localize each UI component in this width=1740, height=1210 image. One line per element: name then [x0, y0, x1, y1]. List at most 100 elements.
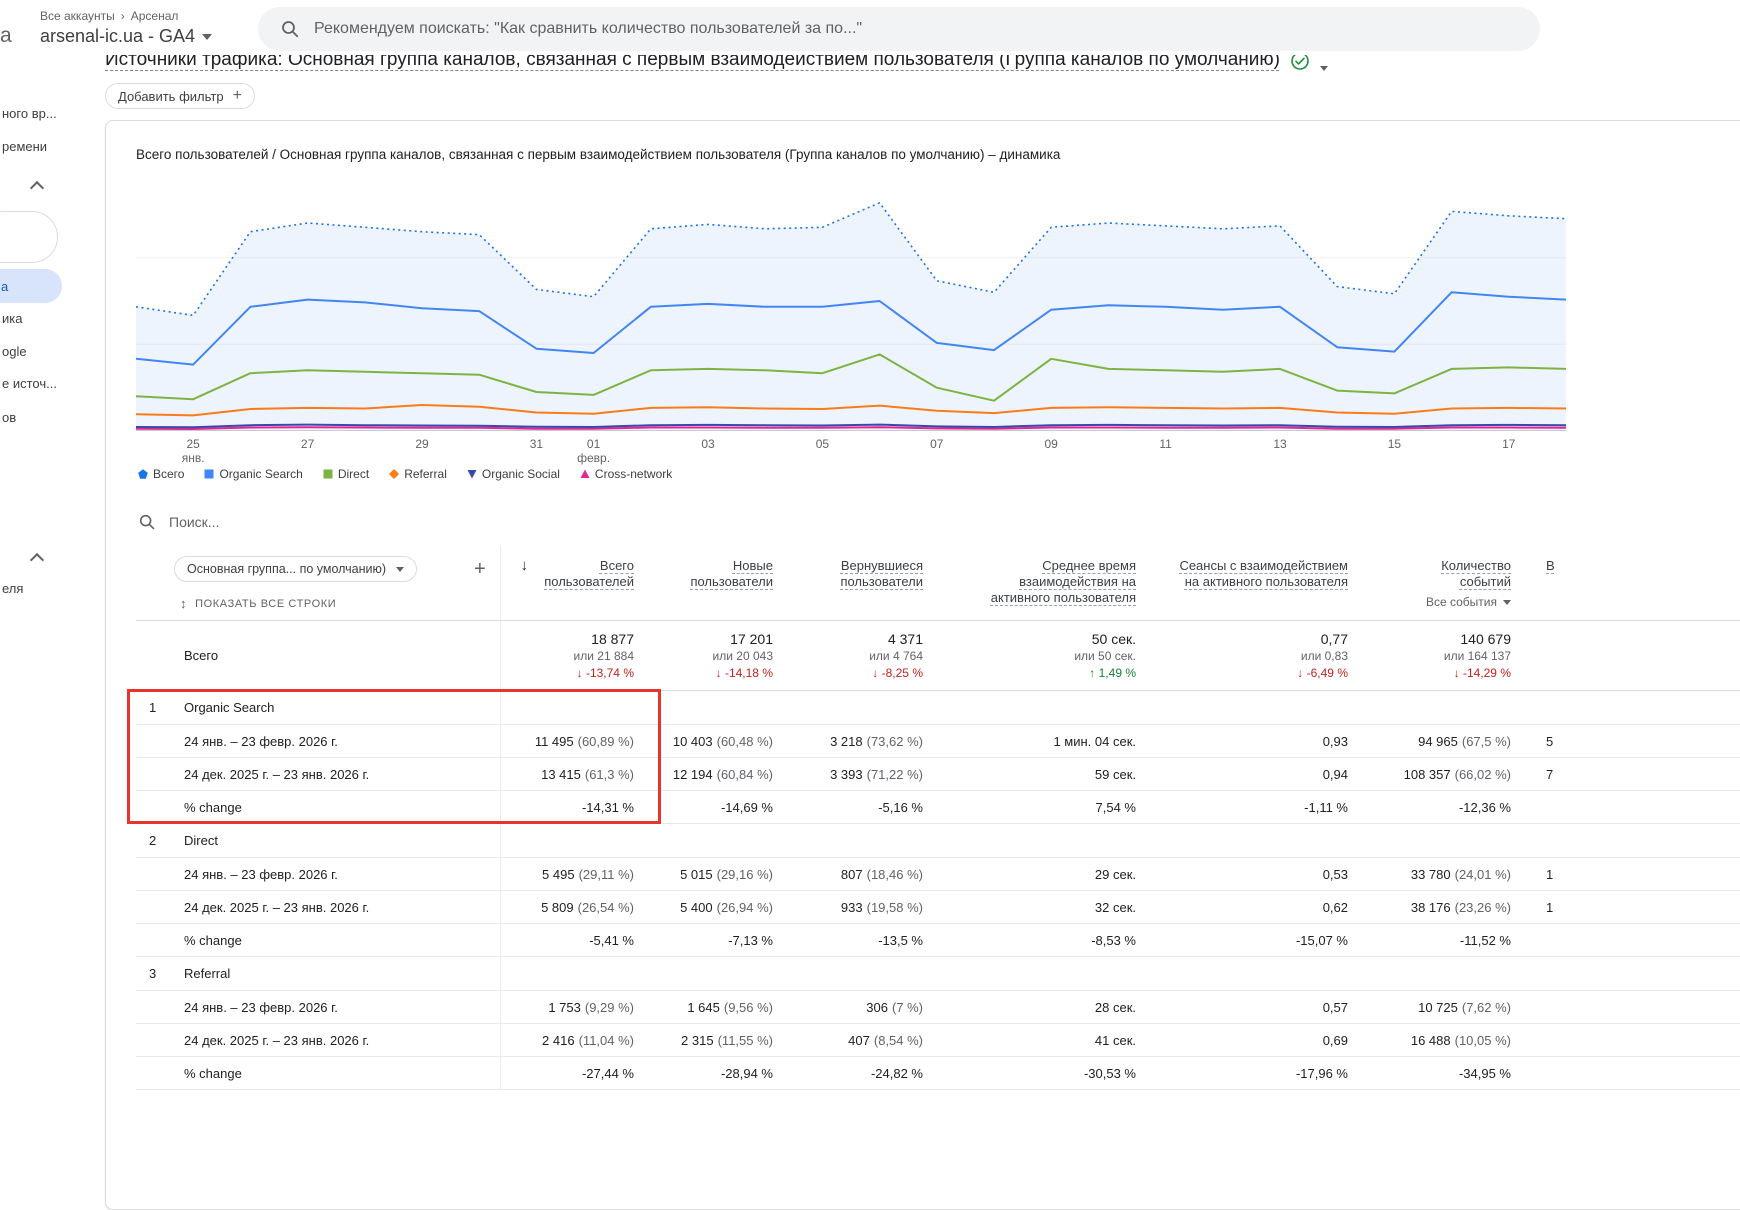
table-row-date-range[interactable]: 24 янв. – 23 февр. 2026 г. 1 753 (9,29 %) 1… [136, 991, 1740, 1024]
table-row-date-range[interactable]: 24 дек. 2025 г. – 23 янв. 2026 г. 5 809 (2… [136, 891, 1740, 924]
add-filter-label: Добавить фильтр [118, 88, 224, 104]
metric-cell: 1 мин. 04 сек. [1053, 733, 1136, 749]
chevron-up-icon[interactable] [29, 180, 45, 196]
breadcrumb-account[interactable]: Арсенал [130, 9, 179, 23]
metric-cell: 1 645 (9,56 %) [687, 999, 773, 1015]
chart-plot-area [136, 201, 1566, 431]
legend-item[interactable]: Organic Search [204, 467, 303, 481]
sidebar-item-fragment[interactable]: ика [2, 311, 23, 326]
legend-item[interactable]: Direct [323, 467, 369, 481]
totals-alt-value: или 21 884 [573, 649, 634, 663]
empty-cell [634, 824, 773, 857]
totals-cell: 50 сек. или 50 сек. ↑ 1,49 % [923, 621, 1136, 690]
metric-cell: -24,82 % [870, 1065, 923, 1081]
column-header-3[interactable]: Новые пользователи [634, 546, 773, 620]
totals-change: ↓ -14,18 % [715, 666, 773, 680]
table-row-percent-change[interactable]: % change -14,31 % -14,69 % -5,16 % 7,54 % -1,… [136, 791, 1740, 824]
x-axis-tick: 17 [1502, 437, 1516, 451]
sidebar-item-fragment[interactable]: е источ... [2, 376, 57, 391]
table-search-input[interactable]: Поиск... [138, 513, 219, 531]
show-all-rows-button[interactable]: ↕ ПОКАЗАТЬ ВСЕ СТРОКИ [180, 596, 500, 611]
metric-cell: 0,93 [1322, 733, 1348, 749]
metric-cell-cut [1511, 1024, 1740, 1056]
empty-cell [1348, 824, 1511, 857]
add-dimension-button[interactable]: + [474, 558, 486, 580]
chevron-down-icon[interactable] [1319, 66, 1328, 71]
global-search-placeholder: Рекомендуем поискать: "Как сравнить коли… [314, 20, 863, 37]
chevron-up-icon[interactable] [29, 552, 45, 568]
metric-cell: 3 218 (73,62 %) [830, 733, 923, 749]
row-label: % change [184, 1065, 242, 1081]
table-row-channel-group[interactable]: 2 Direct [136, 824, 1740, 858]
metric-cell: 2 416 (11,04 %) [542, 1032, 634, 1048]
table-row-date-range[interactable]: 24 дек. 2025 г. – 23 янв. 2026 г. 13 415(… [136, 758, 1740, 791]
column-header-7[interactable]: Количество событий Все события [1348, 546, 1511, 620]
breadcrumb-all-accounts[interactable]: Все аккаунты [40, 9, 115, 23]
plus-icon: + [232, 87, 242, 104]
table-row-channel-group[interactable]: 1 Organic Search [136, 691, 1740, 725]
add-filter-button[interactable]: Добавить фильтр + [105, 83, 255, 109]
table-row-percent-change[interactable]: % change -27,44 % -28,94 % -24,82 % -30,53 %… [136, 1057, 1740, 1090]
legend-item[interactable]: Organic Social [467, 467, 560, 481]
global-search-input[interactable]: Рекомендуем поискать: "Как сравнить коли… [258, 7, 1540, 51]
row-number: 3 [149, 966, 157, 981]
table-row-channel-group[interactable]: 3 Referral [136, 957, 1740, 991]
legend-label: Direct [337, 467, 370, 481]
row-label: % change [184, 932, 242, 948]
expand-rows-icon: ↕ [180, 596, 188, 611]
x-axis-tick: 31 [529, 437, 544, 451]
legend-marker-icon [323, 469, 333, 479]
metric-cell: 38 176 (23,26 %) [1410, 899, 1511, 915]
events-filter-dropdown[interactable]: Все события [1426, 595, 1511, 609]
legend-marker-icon [389, 469, 400, 479]
chevron-down-icon [396, 566, 405, 572]
legend-item[interactable]: Всего [138, 467, 184, 481]
metric-cell: -13,5 % [878, 932, 923, 948]
table-body: 1 Organic Search 24 янв. – 23 февр. 2026 г… [136, 691, 1740, 1090]
sidebar-item-fragment[interactable]: ов [2, 410, 17, 425]
comparison-table: Основная группа... по умолчанию) ↕ ПОКАЗ… [136, 546, 1740, 1090]
metric-cell: 0,57 [1322, 999, 1348, 1015]
column-header-4[interactable]: Вернувшиеся пользователи [773, 546, 923, 620]
row-label-cell: 24 дек. 2025 г. – 23 янв. 2026 г. [136, 891, 501, 923]
row-label: 24 дек. 2025 г. – 23 янв. 2026 г. [184, 766, 370, 782]
sidebar-item-fragment[interactable]: ного вр... [2, 106, 57, 121]
table-row-percent-change[interactable]: % change -5,41 % -7,13 % -13,5 % -8,53 % -15,… [136, 924, 1740, 957]
metric-cell: -14,31 % [581, 799, 634, 815]
property-selector[interactable]: arsenal-ic.ua - GA4 [40, 26, 213, 47]
row-label: 24 янв. – 23 февр. 2026 г. [184, 733, 338, 749]
totals-cell-cut [1511, 621, 1740, 690]
metric-cell-cut: 1 [1546, 899, 1554, 915]
chart-legend: Всего Organic Search Direct Referral Organic… [138, 467, 672, 481]
empty-cell [773, 691, 923, 724]
row-label-cell: % change [136, 791, 501, 823]
column-header-5[interactable]: Среднее время взаимодействия на активног… [923, 546, 1136, 620]
sidebar-item-fragment[interactable]: еля [2, 581, 24, 596]
metric-cell: 94 965 (67,5 %) [1418, 733, 1511, 749]
legend-item[interactable]: Referral [389, 467, 447, 481]
totals-value: 18 877 [591, 631, 634, 647]
metric-cell: -15,07 % [1295, 932, 1348, 948]
table-header-row: Основная группа... по умолчанию) ↕ ПОКАЗ… [136, 546, 1740, 621]
metric-cell: 16 488 (10,05 %) [1410, 1032, 1511, 1048]
sidebar-item-fragment[interactable]: ремени [2, 139, 48, 154]
metric-cell: 2 315 (11,55 %) [681, 1032, 773, 1048]
sidebar-item-fragment[interactable]: ogle [2, 344, 27, 359]
column-header-2[interactable]: ↓ Всего пользователей [501, 546, 635, 620]
row-label: 24 дек. 2025 г. – 23 янв. 2026 г. [184, 1032, 370, 1048]
table-row-date-range[interactable]: 24 янв. – 23 февр. 2026 г. 11 495 (60,89 %… [136, 725, 1740, 758]
legend-item[interactable]: Cross-network [580, 467, 672, 481]
dimension-dropdown[interactable]: Основная группа... по умолчанию) [174, 556, 418, 582]
metric-cell-cut: 5 [1546, 733, 1554, 749]
metric-cell: 3 393 (71,22 %) [830, 766, 923, 782]
metric-cell: -28,94 % [720, 1065, 773, 1081]
table-row-date-range[interactable]: 24 дек. 2025 г. – 23 янв. 2026 г. 2 416 (1… [136, 1024, 1740, 1057]
table-row-date-range[interactable]: 24 янв. – 23 февр. 2026 г. 5 495 (29,11 %)… [136, 858, 1740, 891]
show-all-rows-label: ПОКАЗАТЬ ВСЕ СТРОКИ [195, 597, 337, 610]
sidebar-item-selected[interactable]: а [0, 269, 62, 303]
empty-cell [773, 824, 923, 857]
report-card: Всего пользователей / Основная группа ка… [105, 120, 1740, 1210]
metric-cell: 5 495 (29,11 %) [542, 866, 634, 882]
chevron-down-icon [202, 33, 213, 40]
column-header-6[interactable]: Сеансы с взаимодействием на активного по… [1136, 546, 1348, 620]
